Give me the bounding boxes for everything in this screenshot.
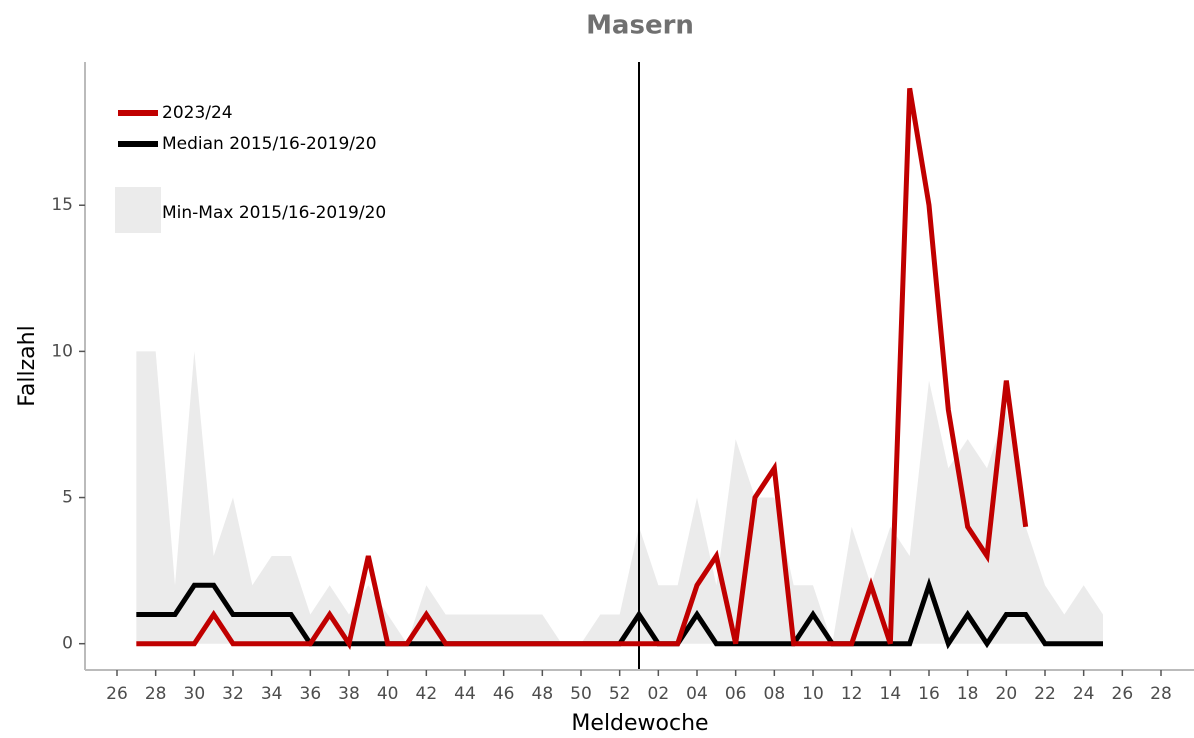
x-tick-label: 22 bbox=[1034, 684, 1056, 704]
range-area bbox=[136, 351, 1104, 644]
y-tick-label: 0 bbox=[62, 634, 73, 654]
legend-swatch bbox=[115, 187, 161, 233]
x-axis-title: Meldewoche bbox=[571, 711, 708, 736]
x-tick-label: 44 bbox=[454, 684, 476, 704]
x-tick-label: 14 bbox=[880, 684, 902, 704]
x-tick-label: 28 bbox=[145, 684, 167, 704]
x-tick-label: 08 bbox=[764, 684, 786, 704]
x-tick-label: 28 bbox=[1150, 684, 1172, 704]
x-tick-label: 42 bbox=[416, 684, 438, 704]
x-tick-label: 26 bbox=[1112, 684, 1134, 704]
x-tick-label: 30 bbox=[184, 684, 206, 704]
x-tick-label: 38 bbox=[338, 684, 360, 704]
x-tick-label: 16 bbox=[918, 684, 940, 704]
y-tick-label: 5 bbox=[62, 488, 73, 508]
x-tick-label: 20 bbox=[996, 684, 1018, 704]
x-tick-label: 48 bbox=[532, 684, 554, 704]
x-tick-label: 34 bbox=[261, 684, 283, 704]
y-axis-title: Fallzahl bbox=[15, 325, 40, 406]
legend-label: Median 2015/16-2019/20 bbox=[162, 134, 377, 154]
legend: 2023/24 Median 2015/16-2019/20 Min-Max 201… bbox=[115, 103, 386, 233]
y-tick-label: 15 bbox=[51, 195, 73, 215]
x-tick-label: 50 bbox=[570, 684, 592, 704]
x-tick-label: 10 bbox=[802, 684, 824, 704]
x-tick-label: 24 bbox=[1073, 684, 1095, 704]
legend-label: Min-Max 2015/16-2019/20 bbox=[162, 203, 386, 223]
legend-label: 2023/24 bbox=[162, 103, 233, 123]
x-tick-label: 36 bbox=[300, 684, 322, 704]
x-tick-label: 40 bbox=[377, 684, 399, 704]
x-tick-label: 12 bbox=[841, 684, 863, 704]
x-tick-label: 46 bbox=[493, 684, 515, 704]
x-tick-label: 06 bbox=[725, 684, 747, 704]
series-line bbox=[136, 87, 1029, 650]
x-tick-label: 18 bbox=[957, 684, 979, 704]
x-tick-label: 04 bbox=[686, 684, 708, 704]
y-tick-label: 10 bbox=[51, 341, 73, 361]
x-tick-label: 52 bbox=[609, 684, 631, 704]
plot-area bbox=[136, 62, 1104, 670]
chart-title: Masern bbox=[586, 11, 694, 41]
x-tick-label: 26 bbox=[106, 684, 128, 704]
x-tick-label: 32 bbox=[222, 684, 244, 704]
x-tick-label: 02 bbox=[648, 684, 670, 704]
